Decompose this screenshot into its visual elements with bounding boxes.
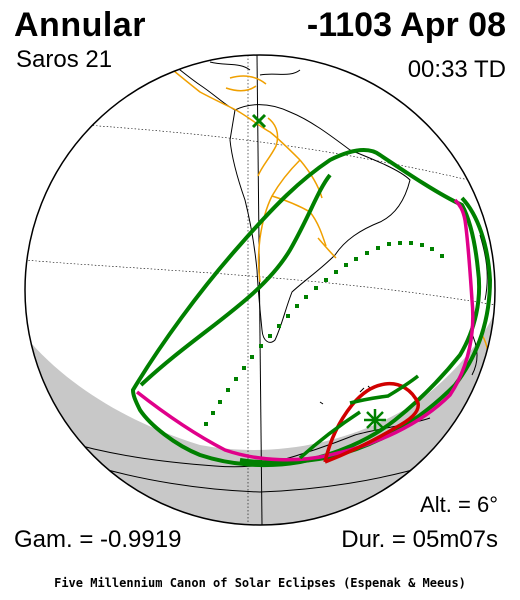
x-marker-icon [251, 113, 267, 129]
penumbra-limit-line [130, 147, 482, 468]
rise-set-limit-line [135, 198, 475, 462]
central-line-solid [298, 374, 420, 460]
gamma-value: Gam. = -0.9919 [14, 526, 182, 553]
star-marker-icon [364, 409, 386, 431]
south-america-coast [229, 104, 411, 343]
annular-path-limit-line [323, 381, 420, 464]
eclipse-type-title: Annular [14, 6, 146, 44]
eclipse-time: 00:33 TD [407, 56, 506, 83]
globe-outline [24, 54, 496, 526]
duration-value: Dur. = 05m07s [341, 526, 498, 553]
eclipse-date: -1103 Apr 08 [306, 6, 506, 44]
credit-footer: Five Millennium Canon of Solar Eclipses … [54, 576, 466, 590]
central-line-dots [204, 241, 444, 426]
altitude-value: Alt. = 6° [420, 492, 498, 517]
saros-label: Saros 21 [16, 46, 113, 73]
night-shade [25, 300, 495, 525]
